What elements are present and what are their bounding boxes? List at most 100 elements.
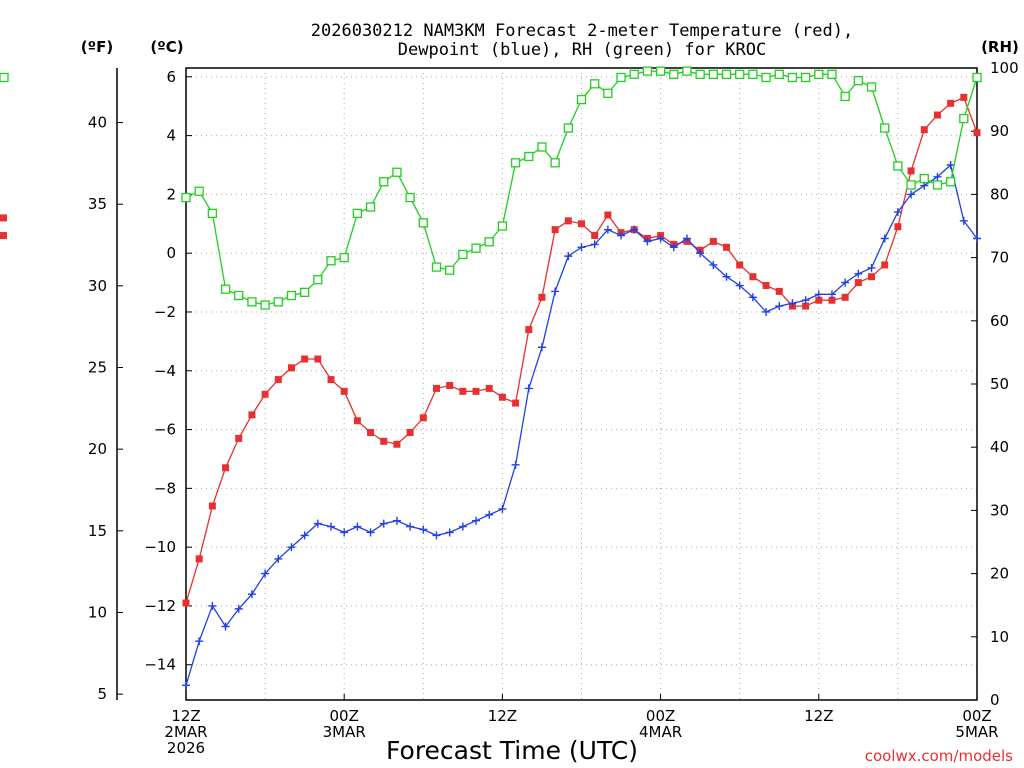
temperature-point	[301, 355, 309, 363]
rh-point	[194, 186, 204, 196]
rh-tick-label: 60	[990, 312, 1009, 330]
rh-point	[471, 243, 481, 253]
celsius-tick-label: −4	[154, 362, 176, 380]
dewpoint-point	[788, 299, 797, 308]
temperature-point	[248, 411, 256, 419]
rh-point	[537, 142, 547, 152]
dewpoint-point	[366, 528, 375, 537]
celsius-tick-label: −14	[144, 656, 176, 674]
temperature-point	[195, 555, 203, 563]
temperature-point	[802, 302, 810, 310]
rh-point	[524, 151, 534, 162]
dewpoint-series	[182, 161, 981, 690]
temperature-point	[222, 464, 230, 472]
rh-point	[695, 69, 705, 79]
temperature-point	[894, 223, 902, 231]
rh-point	[339, 252, 349, 263]
rh-point	[379, 177, 389, 187]
dewpoint-point	[775, 302, 784, 311]
dewpoint-point	[735, 281, 744, 290]
temperature-point	[512, 399, 520, 407]
x-axis-title: Forecast Time (UTC)	[386, 736, 638, 765]
rh-point	[207, 208, 218, 219]
celsius-tick-label: −8	[154, 479, 176, 497]
rh-point	[220, 284, 231, 294]
temperature-point	[564, 217, 572, 225]
rh-point	[563, 123, 573, 133]
rh-point	[286, 290, 297, 301]
rh-point	[405, 192, 415, 203]
temperature-point	[235, 434, 243, 442]
rh-point	[590, 79, 600, 89]
celsius-tick-label: 2	[166, 185, 176, 203]
dewpoint-point	[762, 307, 771, 316]
temperature-point	[0, 214, 7, 222]
rh-point	[603, 88, 613, 98]
rh-point	[431, 262, 442, 272]
rh-point	[669, 69, 679, 79]
rh-point	[392, 167, 402, 177]
temperature-point	[0, 232, 7, 240]
dewpoint-point	[973, 234, 981, 243]
rh-point	[247, 297, 257, 307]
rh-point	[708, 69, 718, 79]
dewpoint-point	[524, 384, 533, 393]
rh-point	[853, 75, 863, 86]
dewpoint-point	[669, 243, 678, 252]
rh-point	[945, 177, 956, 187]
rh-point	[959, 113, 969, 124]
rh-point	[840, 91, 850, 102]
time-tick-label: 12Z	[488, 707, 517, 725]
fahrenheit-tick-label: 10	[88, 603, 107, 621]
temperature-point	[775, 287, 783, 295]
temperature-point	[446, 381, 454, 389]
dewpoint-point	[656, 234, 665, 243]
temperature-point	[723, 243, 731, 251]
celsius-axis: −14 −12 −10 −8 −6 −4 −2 0 2 4 6	[144, 68, 192, 674]
temperature-point	[485, 384, 493, 392]
temperature-point	[920, 126, 928, 134]
temperature-point	[749, 273, 757, 281]
dewpoint-point	[221, 622, 230, 631]
dewpoint-point	[722, 272, 731, 281]
celsius-tick-label: −2	[154, 303, 176, 321]
dewpoint-point	[498, 504, 507, 513]
temperature-point	[472, 387, 480, 395]
dewpoint-point	[577, 243, 586, 252]
rh-tick-label: 90	[990, 122, 1009, 140]
dewpoint-point	[696, 249, 705, 258]
temperature-point	[868, 273, 876, 281]
temperature-point	[525, 326, 533, 334]
rh-tick-label: 80	[990, 185, 1009, 203]
dewpoint-point	[195, 637, 204, 646]
dewpoint-point	[472, 516, 481, 525]
temperature-point	[854, 279, 862, 287]
dewpoint-point	[603, 225, 612, 234]
dewpoint-point	[379, 519, 388, 528]
temperature-point	[947, 99, 955, 107]
celsius-tick-label: 6	[166, 68, 176, 86]
rh-point	[497, 221, 508, 231]
fahrenheit-tick-label: 35	[88, 195, 107, 213]
fahrenheit-tick-label: 20	[88, 440, 107, 458]
temperature-point	[960, 93, 968, 101]
temperature-point	[973, 129, 981, 137]
temperature-point	[287, 364, 295, 372]
celsius-tick-label: −10	[144, 538, 176, 556]
temperature-point	[314, 355, 322, 363]
dewpoint-point	[867, 263, 876, 272]
dewpoint-point	[327, 522, 336, 531]
dewpoint-point	[445, 528, 454, 537]
fahrenheit-unit-label: (ºF)	[81, 38, 113, 56]
rh-point	[972, 72, 982, 83]
rh-point	[774, 69, 784, 79]
temperature-point	[274, 376, 282, 384]
dewpoint-point	[432, 531, 441, 540]
rh-tick-label: 70	[990, 249, 1009, 267]
dewpoint-point	[907, 190, 916, 199]
time-tick-label: 3MAR	[323, 723, 366, 741]
dewpoint-point	[841, 278, 850, 287]
temperature-point	[762, 282, 770, 290]
temperature-point	[432, 384, 440, 392]
